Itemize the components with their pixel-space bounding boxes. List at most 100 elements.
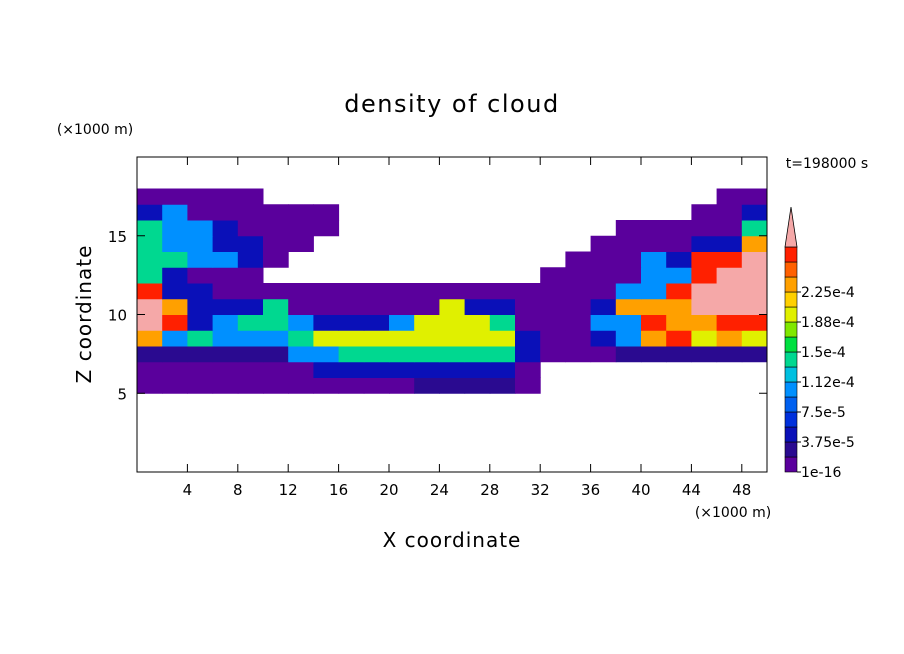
x-axis-label: X coordinate [383,528,522,552]
time-annotation: t=198000 s [786,156,868,172]
field-cell [263,220,289,237]
field-cell [363,377,390,394]
field-cell [641,298,667,315]
field-cell [716,298,743,315]
x-tick-label: 16 [329,481,348,499]
field-cell [162,346,188,363]
field-cell [187,361,214,378]
field-cell [313,298,340,315]
colorbar-tick-label: 3.75e-5 [801,435,855,451]
field-cell [691,330,718,347]
y-unit: (×1000 m) [57,122,133,138]
field-cell [716,220,743,237]
field-cell [590,314,617,331]
field-cell [489,377,516,394]
field-cell [666,298,692,315]
field-cell [389,298,415,315]
field-cell [414,283,440,300]
x-tick-label: 8 [233,481,243,499]
field-cell [741,283,768,300]
field-cell [716,314,743,331]
field-cell [338,314,365,331]
field-cell [464,346,491,363]
field-cell [691,235,718,252]
colorbar-box [784,351,798,368]
field-cell [212,330,239,347]
field-cell [187,330,214,347]
field-cell [414,377,440,394]
colorbar-tick-label: 1.88e-4 [801,315,855,331]
field-cell [212,377,239,394]
field-cell [162,361,188,378]
x-tick-label: 44 [682,481,701,499]
field-cell [414,361,440,378]
colorbar-box [784,321,798,338]
field-cell [212,235,239,252]
field-cell [288,220,314,237]
field-cell [237,188,264,205]
field-cell [641,283,667,300]
field-cell [187,298,214,315]
field-cell [641,220,667,237]
field-cell [464,283,491,300]
field-cell [565,330,592,347]
field-cell [363,361,390,378]
field-cell [666,314,692,331]
field-cell [212,346,239,363]
field-cell [515,330,541,347]
field-cell [691,267,718,284]
field-cell [313,220,340,237]
x-tick-label: 48 [732,481,751,499]
field-cell [338,330,365,347]
field-cell [338,346,365,363]
field-cell [716,346,743,363]
colorbar-box [784,441,798,458]
field-cell [615,314,642,331]
field-cell [615,298,642,315]
field-cell [691,314,718,331]
field-cell [212,314,239,331]
field-cell [641,330,667,347]
field-cell [565,298,592,315]
field-cell [489,298,516,315]
field-cell [565,267,592,284]
field-cell [691,346,718,363]
field-cell [716,283,743,300]
field-cell [615,251,642,268]
field-cell [237,283,264,300]
field-cell [263,298,289,315]
field-cell [263,204,289,221]
field-cell [187,251,214,268]
colorbar-box [784,261,798,278]
field-cell [515,377,541,394]
colorbar-box [784,366,798,383]
field-cell [590,283,617,300]
field-cell [464,298,491,315]
field-cell [263,361,289,378]
colorbar-box [784,291,798,308]
field-cell [540,298,566,315]
field-cell [338,283,365,300]
field-cell [187,267,214,284]
x-tick-label: 24 [430,481,449,499]
field-cell [338,298,365,315]
field-cell [565,283,592,300]
field-cell [237,267,264,284]
field-cell [615,283,642,300]
colorbar-box [784,411,798,428]
field-cell [489,330,516,347]
field-cell [464,361,491,378]
field-cell [515,298,541,315]
field-cell [162,330,188,347]
field-cell [313,377,340,394]
field-cell [313,330,340,347]
colorbar-box [784,336,798,353]
field-cell [313,204,340,221]
field-cell [237,314,264,331]
field-cell [137,330,163,347]
colorbar-tick-label: 1e-16 [801,465,841,481]
field-cell [162,220,188,237]
x-tick-label: 32 [531,481,550,499]
field-cell [666,346,692,363]
